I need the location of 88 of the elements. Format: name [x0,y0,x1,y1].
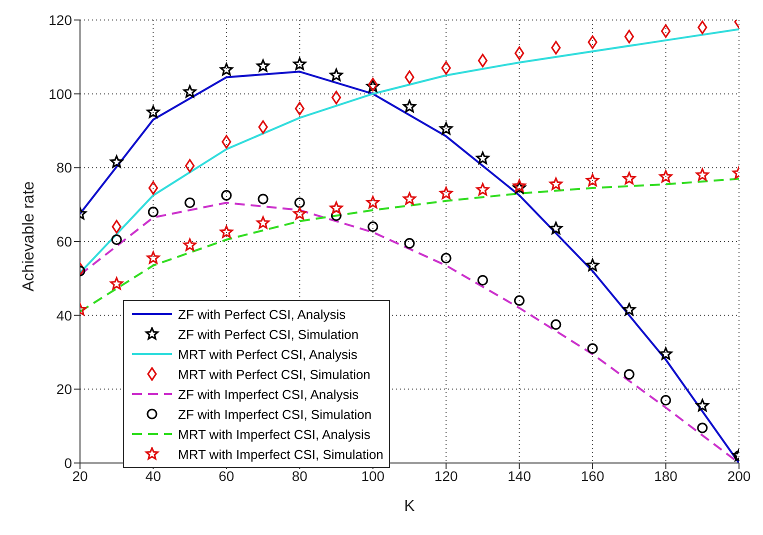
x-axis-title: K [404,498,416,515]
x-tick-label: 80 [292,468,308,484]
y-tick-label: 20 [56,381,72,398]
legend-label: MRT with Perfect CSI, Analysis [178,346,358,362]
point [696,398,709,412]
point [110,155,124,168]
point [441,61,451,75]
point [256,216,270,229]
point [660,394,672,406]
point [551,40,561,54]
y-tick-label: 60 [56,233,72,250]
y-tick-label: 80 [56,160,72,176]
legend-label: MRT with Perfect CSI, Simulation [178,366,370,382]
x-tick-label: 40 [145,468,162,484]
x-tick-label: 160 [580,468,604,484]
point [184,197,196,208]
point [293,58,306,70]
point [220,63,233,76]
point [624,30,634,44]
point [587,343,598,354]
x-tick-label: 120 [434,468,458,484]
point [258,194,268,204]
point [697,422,708,434]
point [148,206,159,218]
point [183,238,196,251]
point [659,347,672,360]
point [221,190,232,201]
point [330,201,343,214]
point [368,221,378,232]
point [258,120,268,134]
point [440,252,452,264]
y-axis-title: Achievable rate [20,181,38,292]
point [331,90,342,104]
point [294,197,305,208]
legend-label: MRT with Imperfect CSI, Analysis [178,426,370,442]
point [404,238,415,249]
legend-label: ZF with Perfect CSI, Analysis [178,306,346,322]
legend-label: MRT with Imperfect CSI, Simulation [178,446,384,462]
point [476,152,490,164]
x-tick-label: 180 [654,468,678,484]
point [440,122,453,135]
y-tick-label: 40 [56,307,72,324]
point [477,274,488,286]
point [110,277,124,290]
point [549,177,562,190]
point [330,68,343,82]
point [514,295,525,306]
point [440,186,453,200]
point [588,35,598,49]
point [586,258,600,272]
point [550,319,562,330]
point [659,170,672,183]
point [478,54,488,68]
point [622,303,636,316]
point [148,181,158,195]
point [220,225,233,238]
point [185,159,195,173]
point [146,251,160,264]
point [293,207,306,220]
point [696,168,709,181]
point [111,234,122,245]
y-tick-label: 100 [48,86,72,102]
y-tick-label: 120 [48,12,72,28]
point [366,196,380,208]
point [402,100,416,112]
point [402,192,416,205]
point [146,105,160,118]
x-tick-label: 100 [361,468,385,484]
point [660,24,671,38]
legend-label: ZF with Imperfect CSI, Analysis [178,386,359,402]
x-tick-label: 60 [218,468,234,484]
point [256,59,270,72]
point [624,369,634,380]
x-tick-label: 200 [727,468,751,484]
point [183,85,196,98]
point [698,20,708,34]
y-tick-label: 0 [64,454,72,471]
point [622,172,636,184]
point [294,102,304,116]
point [222,135,232,149]
x-tick-label: 140 [508,468,532,484]
point [330,210,342,221]
point [549,222,562,234]
x-tick-label: 20 [72,468,88,484]
legend-label: ZF with Imperfect CSI, Simulation [178,406,372,422]
point [476,183,490,196]
point [586,174,600,186]
legend-label: ZF with Perfect CSI, Simulation [178,326,359,342]
